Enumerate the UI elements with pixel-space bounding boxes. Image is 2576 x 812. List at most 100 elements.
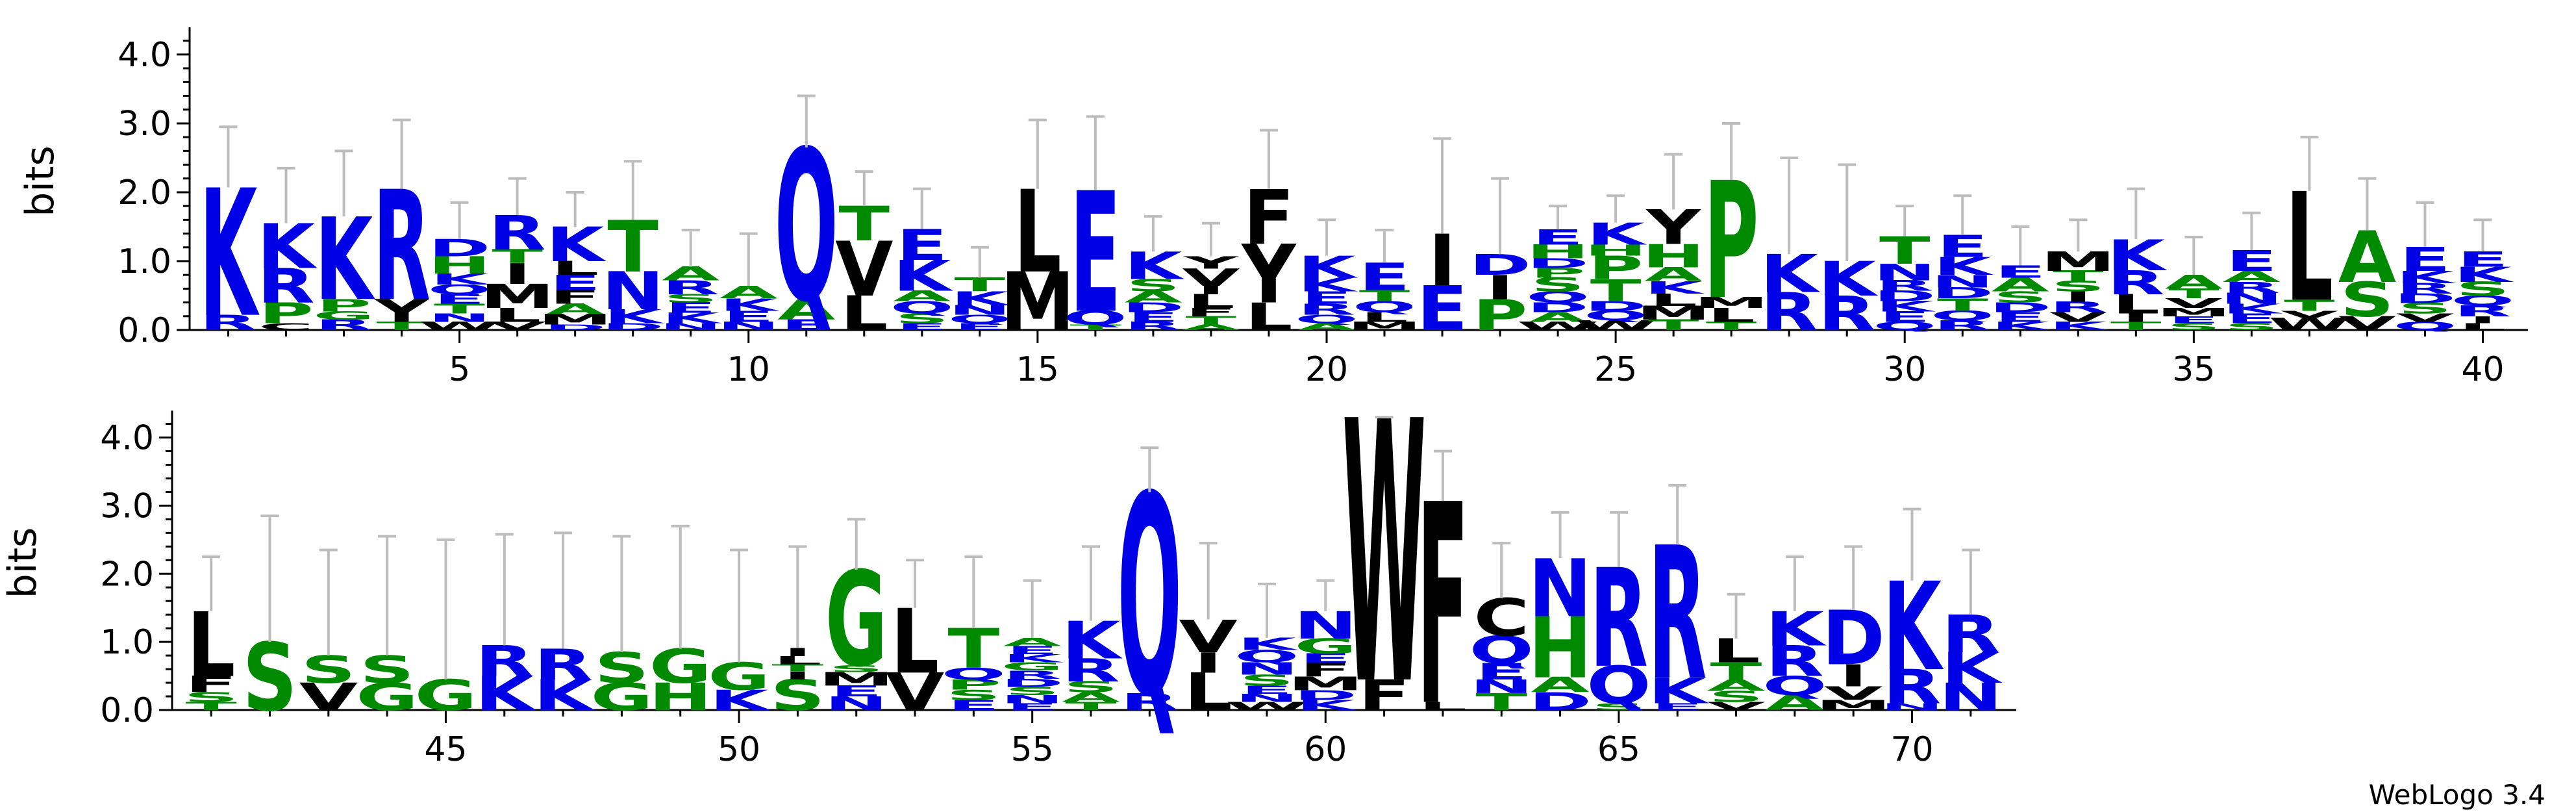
logo-letter-E: E [434, 292, 485, 307]
logo-letter-V: V [2281, 309, 2339, 320]
x-tick-label: 5 [449, 350, 470, 389]
x-tick-label: 10 [727, 350, 770, 389]
logo-letter-A: A [1297, 322, 1356, 333]
logo-letter-S: S [664, 292, 718, 305]
logo-letter-D: D [2394, 291, 2457, 307]
logo-letter-I: I [1839, 659, 1867, 693]
logo-stack-65: SQR [1586, 511, 1651, 716]
y-axis-title: bits [18, 146, 63, 217]
logo-letter-V: V [835, 226, 894, 314]
logo-letter-R: R [475, 637, 534, 686]
logo-letter-Q: Q [428, 282, 492, 298]
logo-letter-R: R [1934, 318, 1992, 333]
logo-letter-K: K [1942, 644, 2003, 692]
logo-letter-E: E [781, 317, 832, 334]
logo-letter-D: D [1873, 288, 1936, 305]
logo-letter-E: E [1475, 659, 1527, 685]
logo-letter-K: K [662, 310, 722, 327]
logo-letter-K: K [2396, 267, 2457, 287]
logo-letter-W: W [1517, 320, 1599, 333]
logo-letter-T: T [607, 207, 658, 288]
logo-letter-H: H [428, 252, 490, 279]
logo-letter-S: S [1005, 685, 1060, 698]
logo-letter-W: W [1225, 700, 1309, 713]
y-tick-label: 2.0 [100, 555, 154, 594]
logo-letter-D: D [1527, 299, 1589, 315]
logo-letter-P: P [316, 296, 371, 316]
logo-letter-S: S [2225, 322, 2279, 333]
logo-stack-58: LIV [1179, 542, 1238, 722]
logo-letter-K: K [1760, 244, 1821, 305]
logo-letter-Q: Q [1873, 320, 1936, 333]
logo-letter-K: K [1648, 670, 1710, 712]
logo-letter-M: M [538, 311, 612, 328]
logo-letter-A: A [546, 301, 604, 318]
logo-letter-D: D [544, 323, 606, 331]
logo-letter-T: T [2110, 320, 2162, 333]
logo-letter-A: A [1992, 274, 2049, 296]
logo-stack-12: LVT [835, 170, 894, 342]
logo-letter-Q: Q [1931, 308, 1994, 324]
logo-letter-W: W [1575, 318, 1657, 333]
x-tick-label: 55 [1011, 730, 1054, 769]
logo-letter-M: M [819, 668, 894, 690]
logo-letter-E: E [831, 683, 882, 700]
logo-letter-R: R [315, 317, 373, 334]
logo-letter-L: L [1707, 304, 1755, 326]
logo-letter-H: H [1527, 241, 1589, 263]
logo-letter-I: I [784, 669, 812, 682]
logo-letter-N: N [1235, 691, 1299, 704]
logo-letter-R: R [534, 641, 592, 689]
logo-letter-E: E [665, 299, 716, 316]
logo-letter-R: R [1876, 277, 1934, 294]
logo-letter-N: N [660, 322, 722, 333]
logo-letter-M: M [1694, 294, 1769, 312]
logo-letter-K: K [893, 251, 953, 301]
logo-letter-R: R [1125, 320, 1182, 333]
logo-letter-M: M [480, 277, 555, 316]
logo-letter-K: K [951, 288, 1011, 310]
logo-letter-S: S [770, 671, 825, 720]
logo-letter-V: V [1182, 264, 1240, 292]
logo-letter-I: I [1429, 220, 1457, 302]
logo-letter-T: T [2168, 286, 2220, 301]
logo-letter-T: T [2284, 297, 2335, 314]
logo-letter-P: P [946, 677, 1002, 693]
logo-letter-D: D [1584, 298, 1647, 314]
logo-letter-T: T [1710, 657, 1762, 686]
logo-letter-E: E [2226, 311, 2277, 326]
logo-letter-Q: Q [1469, 628, 1534, 672]
logo-letter-T: T [1186, 314, 1237, 327]
logo-letter-Q: Q [1353, 298, 1416, 316]
logo-stack-49: HG [649, 524, 712, 719]
logo-letter-R: R [2049, 299, 2107, 316]
logo-letter-K: K [315, 194, 375, 326]
logo-letter-S: S [1994, 288, 2047, 306]
logo-letter-D: D [1122, 299, 1184, 315]
logo-letter-Q: Q [1234, 646, 1299, 666]
logo-letter-D: D [1989, 299, 2051, 315]
logo-letter-Q: Q [1526, 288, 1590, 306]
logo-letter-E: E [1241, 683, 1293, 696]
logo-letter-T: T [1648, 317, 1699, 334]
logo-letter-K: K [2049, 320, 2110, 333]
logo-letter-T: T [1359, 287, 1410, 305]
logo-letter-L: L [551, 257, 599, 279]
logo-letter-A: A [2223, 268, 2281, 285]
logo-letter-L: L [840, 286, 888, 342]
logo-letter-E: E [954, 322, 1005, 333]
logo-letter-Q: Q [890, 298, 954, 318]
logo-letter-Q: Q [1064, 307, 1127, 329]
logo-letter-K: K [1766, 602, 1827, 657]
